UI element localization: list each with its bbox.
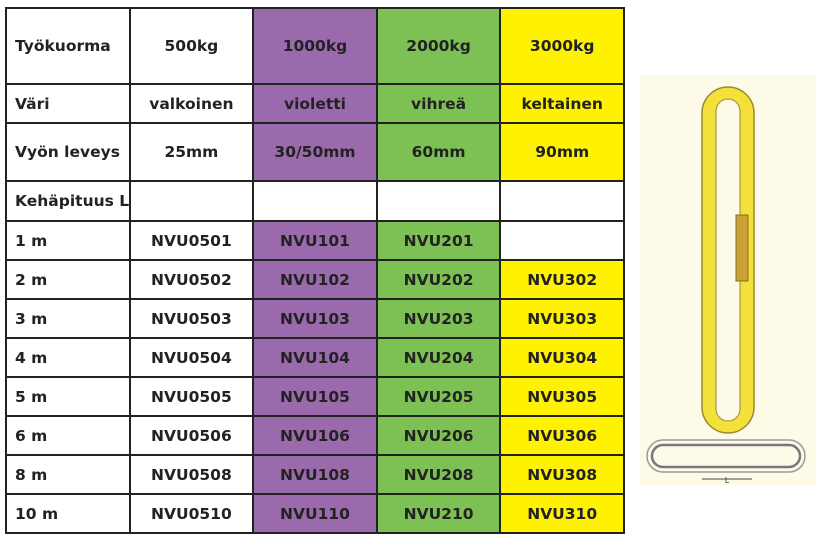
table-cell: NVU0510	[128, 493, 255, 534]
table-row: 5 m NVU0505 NVU105 NVU205 NVU305	[5, 376, 625, 417]
table-cell: 3000kg	[499, 7, 625, 85]
flat-loop-diagram-icon: L	[646, 439, 806, 485]
length-label: L	[725, 476, 730, 485]
table-cell: violetti	[252, 83, 378, 124]
table-cell: NVU0506	[128, 415, 255, 456]
row-label: Kehäpituus L	[5, 180, 131, 222]
table-cell: NVU201	[375, 220, 502, 261]
table-cell: NVU101	[252, 220, 378, 261]
table-cell: NVU203	[375, 298, 502, 339]
row-label: 5 m	[5, 376, 131, 417]
yellow-sling-icon	[701, 86, 755, 434]
table-cell: NVU304	[499, 337, 625, 378]
table-row: 1 m NVU0501 NVU101 NVU201	[5, 220, 625, 261]
table-cell: NVU106	[252, 415, 378, 456]
table-cell: NVU0501	[128, 220, 255, 261]
table-cell: NVU205	[375, 376, 502, 417]
row-label: Väri	[5, 83, 131, 124]
table-cell: NVU103	[252, 298, 378, 339]
table-cell: NVU303	[499, 298, 625, 339]
sling-product-table: Työkuorma 500kg 1000kg 2000kg 3000kg Väri valk…	[5, 7, 625, 534]
table-cell: NVU310	[499, 493, 625, 534]
table-cell: 30/50mm	[252, 122, 378, 182]
table-cell: NVU305	[499, 376, 625, 417]
table-cell: NVU206	[375, 415, 502, 456]
table-cell: NVU202	[375, 259, 502, 300]
table-cell: 2000kg	[375, 7, 502, 85]
row-label: 4 m	[5, 337, 131, 378]
table-cell	[499, 180, 625, 222]
table-cell: NVU302	[499, 259, 625, 300]
row-label: 2 m	[5, 259, 131, 300]
table-cell	[128, 180, 255, 222]
table-cell: NVU204	[375, 337, 502, 378]
table-cell: NVU0508	[128, 454, 255, 495]
table-row: 4 m NVU0504 NVU104 NVU204 NVU304	[5, 337, 625, 378]
table-cell: NVU0502	[128, 259, 255, 300]
row-label: 3 m	[5, 298, 131, 339]
table-row: Kehäpituus L	[5, 180, 625, 222]
table-cell: NVU0503	[128, 298, 255, 339]
table-cell	[499, 220, 625, 261]
table-row: 6 m NVU0506 NVU106 NVU206 NVU306	[5, 415, 625, 456]
table-row: 2 m NVU0502 NVU102 NVU202 NVU302	[5, 259, 625, 300]
table-cell: NVU0504	[128, 337, 255, 378]
table-cell: NVU0505	[128, 376, 255, 417]
table-cell: NVU110	[252, 493, 378, 534]
table-cell: NVU104	[252, 337, 378, 378]
row-label: 10 m	[5, 493, 131, 534]
table-row: Vyön leveys 25mm 30/50mm 60mm 90mm	[5, 122, 625, 182]
table-cell: 1000kg	[252, 7, 378, 85]
table-cell: NVU105	[252, 376, 378, 417]
row-label: Vyön leveys	[5, 122, 131, 182]
round-sling-illustration: L	[640, 75, 816, 485]
table-row: Väri valkoinen violetti vihreä keltainen	[5, 83, 625, 124]
table-cell	[375, 180, 502, 222]
table-row: 8 m NVU0508 NVU108 NVU208 NVU308	[5, 454, 625, 495]
table-cell: NVU308	[499, 454, 625, 495]
row-label: 8 m	[5, 454, 131, 495]
table-cell: NVU102	[252, 259, 378, 300]
table-cell: 60mm	[375, 122, 502, 182]
table-cell: 90mm	[499, 122, 625, 182]
table-cell	[252, 180, 378, 222]
table-row: 10 m NVU0510 NVU110 NVU210 NVU310	[5, 493, 625, 534]
row-label: Työkuorma	[5, 7, 131, 85]
table-cell: NVU108	[252, 454, 378, 495]
table-cell: NVU208	[375, 454, 502, 495]
row-label: 6 m	[5, 415, 131, 456]
table-row: Työkuorma 500kg 1000kg 2000kg 3000kg	[5, 7, 625, 85]
table-row: 3 m NVU0503 NVU103 NVU203 NVU303	[5, 298, 625, 339]
table-cell: 500kg	[128, 7, 255, 85]
table-cell: keltainen	[499, 83, 625, 124]
table-cell: NVU210	[375, 493, 502, 534]
row-label: 1 m	[5, 220, 131, 261]
table-cell: valkoinen	[128, 83, 255, 124]
table-cell: 25mm	[128, 122, 255, 182]
table-cell: NVU306	[499, 415, 625, 456]
table-cell: vihreä	[375, 83, 502, 124]
